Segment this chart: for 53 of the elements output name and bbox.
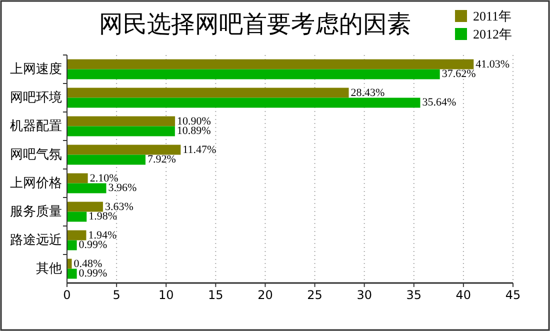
data-label: 1.94% — [88, 229, 117, 242]
y-tick-label: 网吧环境 — [10, 89, 62, 106]
y-tick-label: 其他 — [36, 261, 62, 276]
data-label: 3.96% — [108, 182, 137, 194]
data-label: 2.10% — [90, 172, 118, 184]
data-label: 7.92% — [147, 154, 176, 166]
y-tick-label: 路途远近 — [10, 232, 62, 248]
bar — [67, 268, 77, 279]
x-tick-label: 0 — [63, 288, 71, 302]
x-tick-label: 5 — [112, 288, 120, 302]
data-label: 35.64% — [422, 96, 456, 109]
bar — [67, 59, 474, 70]
y-tick-label: 网吧气氛 — [10, 147, 62, 162]
y-tick-label: 服务质量 — [10, 204, 62, 220]
bar — [67, 69, 440, 80]
x-tick-label: 25 — [307, 288, 322, 302]
x-tick-label: 35 — [406, 288, 422, 302]
bar — [67, 88, 349, 98]
data-label: 10.90% — [177, 115, 211, 128]
data-label: 0.99% — [78, 268, 108, 280]
bar — [67, 202, 103, 212]
data-label: 0.99% — [78, 239, 108, 252]
x-tick-label: 30 — [356, 288, 372, 302]
bar — [67, 183, 106, 194]
bar — [67, 230, 86, 240]
data-label: 3.63% — [104, 200, 134, 213]
bar — [67, 116, 176, 126]
data-label: 10.89% — [176, 125, 211, 138]
data-label: 1.98% — [88, 210, 118, 223]
bar — [67, 144, 181, 155]
bar — [67, 212, 87, 222]
data-label: 37.62% — [442, 68, 476, 80]
bar — [67, 154, 146, 165]
bar — [67, 126, 175, 136]
x-tick-label: 15 — [208, 288, 224, 302]
chart-title: 网民选择网吧首要考虑的因素 — [99, 10, 411, 38]
x-tick-label: 45 — [505, 288, 521, 302]
legend-label: 2011年 — [473, 8, 512, 24]
data-label: 0.48% — [74, 258, 102, 270]
y-tick-label: 上网速度 — [10, 60, 62, 77]
y-tick-label: 上网价格 — [10, 176, 62, 191]
data-label: 11.47% — [182, 144, 216, 156]
data-label: 28.43% — [350, 86, 385, 99]
bar — [67, 173, 88, 184]
bar — [67, 98, 420, 108]
x-tick-label: 20 — [258, 288, 273, 302]
bar — [67, 240, 77, 250]
legend-label: 2012年 — [473, 26, 512, 42]
data-label: 41.03% — [476, 58, 510, 70]
bar — [67, 258, 72, 269]
x-tick-label: 10 — [158, 288, 174, 302]
x-tick-label: 40 — [456, 288, 472, 302]
y-tick-label: 机器配置 — [10, 118, 62, 134]
